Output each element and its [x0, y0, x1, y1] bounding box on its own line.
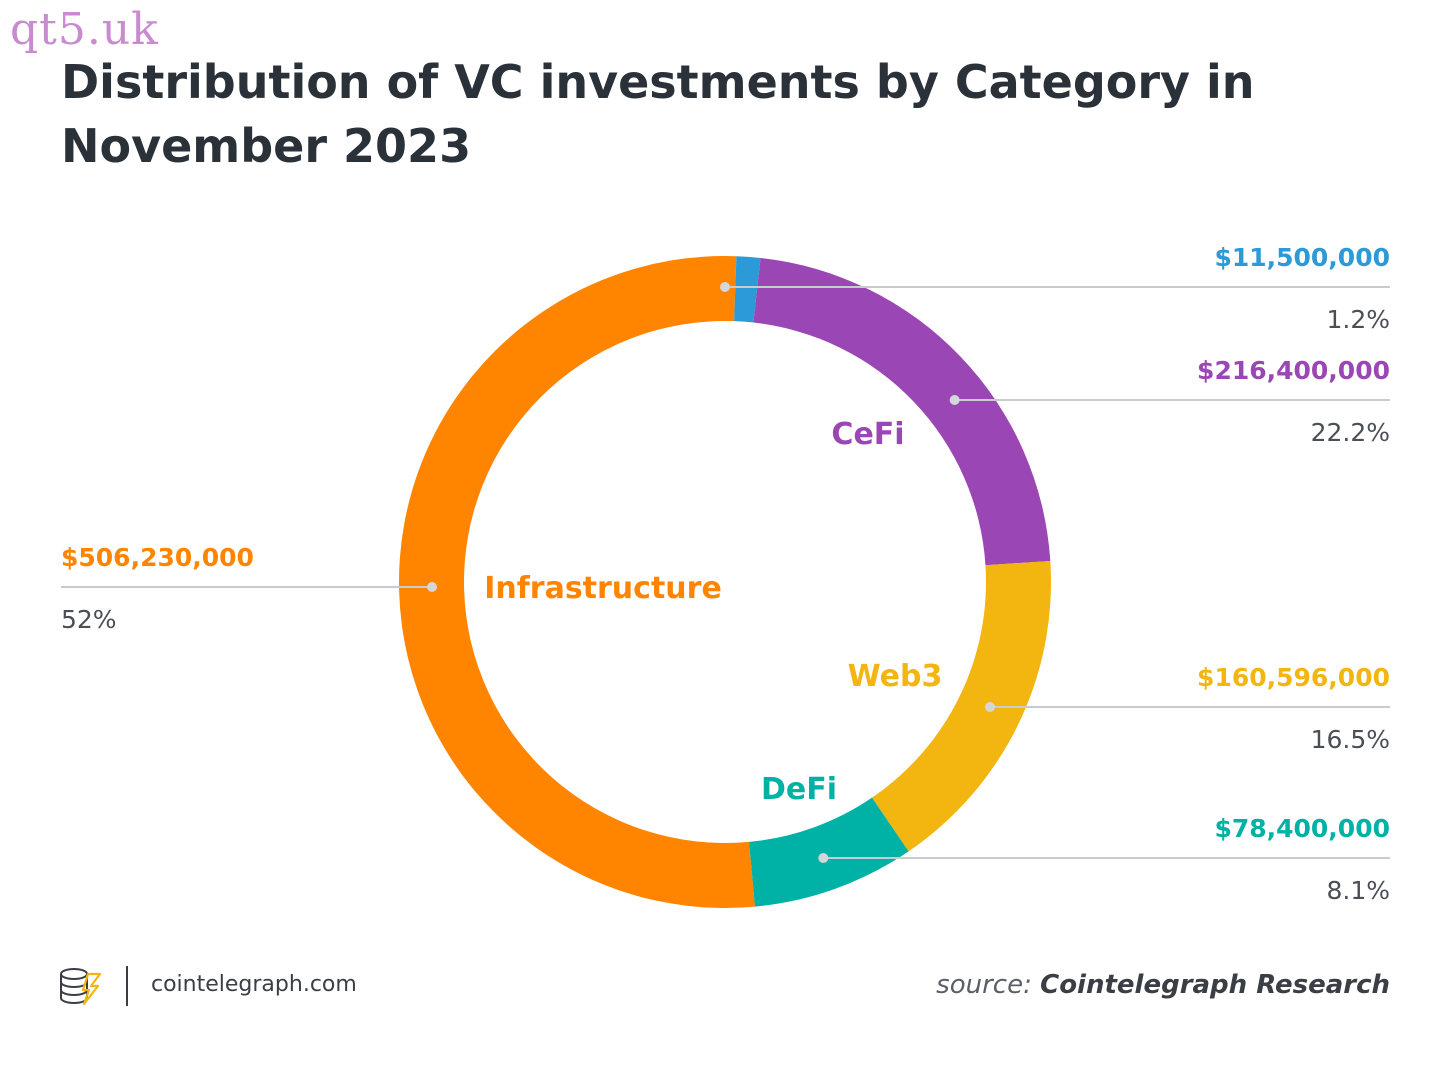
donut-slice-cefi [753, 257, 1051, 566]
donut-slice-defi [748, 797, 909, 907]
donut-slice-small [734, 256, 761, 323]
donut-chart: $11,500,000 1.2% $216,400,000 22.2% $160,596… [61, 243, 1390, 909]
source-prefix: source: [936, 970, 1032, 1000]
leader-dot [818, 853, 829, 863]
category-label-defi: DeFi [761, 772, 837, 807]
percent-label: 52% [61, 605, 117, 634]
value-label: $506,230,000 [61, 543, 254, 572]
percent-label: 8.1% [1326, 876, 1390, 905]
cointelegraph-logo-icon [58, 966, 104, 1010]
leader-dot [427, 582, 438, 592]
category-label-cefi: CeFi [831, 417, 904, 452]
value-label: $216,400,000 [1197, 356, 1390, 385]
source-credit: source: Cointelegraph Research [936, 970, 1390, 1000]
watermark: qt5.uk [10, 4, 159, 55]
percent-label: 22.2% [1311, 418, 1390, 447]
leader-dot [949, 395, 960, 405]
source-name: Cointelegraph Research [1040, 970, 1390, 1000]
percent-label: 1.2% [1326, 305, 1390, 334]
footer-divider [126, 966, 128, 1006]
value-label: $11,500,000 [1214, 243, 1390, 272]
donut-slice-web3 [872, 561, 1052, 852]
value-label: $160,596,000 [1197, 663, 1390, 692]
leader-dot [984, 702, 995, 712]
category-label-web3: Web3 [848, 659, 943, 694]
leader-dot [720, 282, 730, 292]
footer-site-link[interactable]: cointelegraph.com [151, 972, 357, 997]
category-label-infrastructure: Infrastructure [484, 571, 722, 606]
donut-slice-infrastructure [398, 256, 755, 909]
percent-label: 16.5% [1311, 725, 1390, 754]
value-label: $78,400,000 [1214, 814, 1390, 843]
chart-title: Distribution of VC investments by Catego… [61, 55, 1255, 173]
